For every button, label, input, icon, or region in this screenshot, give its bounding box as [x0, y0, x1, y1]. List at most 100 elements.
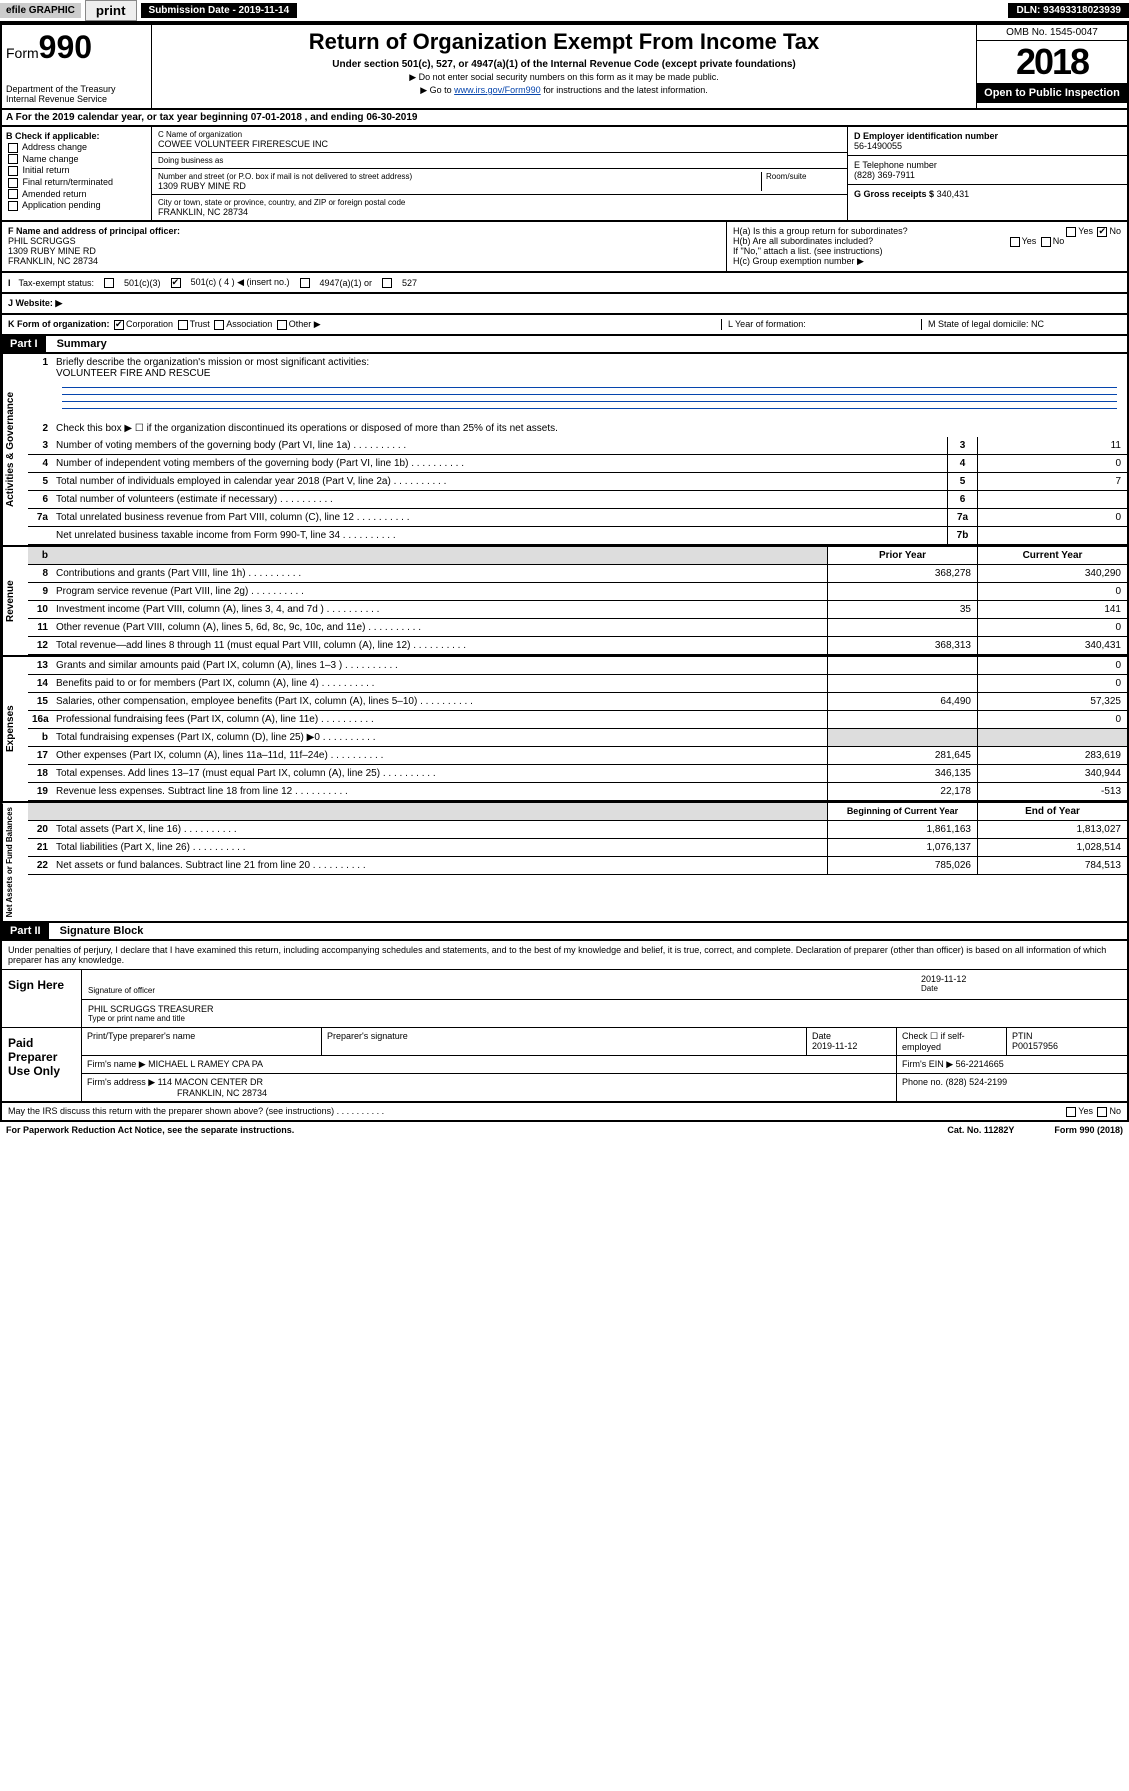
street-address: 1309 RUBY MINE RD	[158, 181, 761, 191]
tax-status-label: Tax-exempt status:	[19, 278, 95, 288]
tel-label: E Telephone number	[854, 160, 1121, 170]
form-ref: Form 990 (2018)	[1054, 1125, 1123, 1135]
hb-note: If "No," attach a list. (see instruction…	[733, 246, 1121, 256]
firm-phone-label: Phone no.	[902, 1077, 943, 1087]
officer-printed-label: Type or print name and title	[88, 1014, 1121, 1023]
room-label: Room/suite	[766, 172, 841, 181]
chk-amended[interactable]: Amended return	[6, 189, 147, 200]
website-label: J Website: ▶	[8, 298, 62, 308]
q1-text: Briefly describe the organization's miss…	[56, 357, 369, 368]
firm-addr: 114 MACON CENTER DR	[158, 1077, 263, 1087]
form-title: Return of Organization Exempt From Incom…	[160, 29, 968, 55]
prep-sig-label: Preparer's signature	[327, 1031, 801, 1041]
row-j: J Website: ▶	[0, 294, 1129, 315]
gross-label: G Gross receipts $	[854, 189, 934, 199]
officer-label: F Name and address of principal officer:	[8, 226, 180, 236]
chk-initial[interactable]: Initial return	[6, 165, 147, 176]
col-c: C Name of organization COWEE VOLUNTEER F…	[152, 127, 847, 220]
chk-name[interactable]: Name change	[6, 154, 147, 165]
ssn-note: ▶ Do not enter social security numbers o…	[160, 72, 968, 83]
sign-here: Sign Here	[2, 970, 82, 1027]
summary-revenue: Revenue b Prior Year Current Year 8Contr…	[0, 547, 1129, 657]
discuss-text: May the IRS discuss this return with the…	[8, 1106, 384, 1117]
part1-header: Part I Summary	[0, 336, 1129, 354]
dba-label: Doing business as	[158, 156, 841, 165]
chk-address[interactable]: Address change	[6, 142, 147, 153]
part2-title: Signature Block	[52, 925, 144, 937]
section-a: A For the 2019 calendar year, or tax yea…	[0, 110, 1129, 127]
chk-discuss-no[interactable]	[1097, 1107, 1107, 1117]
print-button[interactable]: print	[85, 0, 137, 21]
info-grid: B Check if applicable: Address change Na…	[0, 127, 1129, 222]
discuss-row: May the IRS discuss this return with the…	[0, 1103, 1129, 1122]
firm-ein-label: Firm's EIN ▶	[902, 1059, 953, 1069]
hb-row: H(b) Are all subordinates included? Yes …	[733, 236, 1121, 246]
chk-corp[interactable]	[114, 320, 124, 330]
form-990: 990	[39, 29, 92, 65]
prep-date: 2019-11-12	[812, 1041, 891, 1051]
part2-badge: Part II	[2, 923, 49, 939]
chk-final[interactable]: Final return/terminated	[6, 177, 147, 188]
part2-header: Part II Signature Block	[0, 923, 1129, 941]
goto-note: ▶ Go to www.irs.gov/Form990 for instruct…	[160, 85, 968, 96]
hc-row: H(c) Group exemption number ▶	[733, 256, 1121, 267]
chk-other[interactable]	[277, 320, 287, 330]
officer-addr1: 1309 RUBY MINE RD	[8, 246, 96, 256]
city-value: FRANKLIN, NC 28734	[158, 207, 841, 217]
officer-name: PHIL SCRUGGS	[8, 236, 76, 246]
ptin-label: PTIN	[1012, 1031, 1122, 1041]
cat-no: Cat. No. 11282Y	[947, 1125, 1014, 1135]
chk-501c3[interactable]	[104, 278, 114, 288]
org-name-label: C Name of organization	[158, 130, 841, 139]
side-net: Net Assets or Fund Balances	[2, 803, 28, 921]
addr-label: Number and street (or P.O. box if mail i…	[158, 172, 761, 181]
form-number: Form990	[6, 29, 147, 66]
state-domicile: M State of legal domicile: NC	[921, 319, 1121, 330]
summary-expenses: Expenses 13Grants and similar amounts pa…	[0, 657, 1129, 803]
col-b-title: B Check if applicable:	[6, 131, 147, 141]
form-subtitle: Under section 501(c), 527, or 4947(a)(1)…	[160, 59, 968, 70]
firm-name: MICHAEL L RAMEY CPA PA	[148, 1059, 263, 1069]
side-expenses: Expenses	[2, 657, 28, 801]
chk-527[interactable]	[382, 278, 392, 288]
irs-link[interactable]: www.irs.gov/Form990	[454, 85, 541, 95]
side-revenue: Revenue	[2, 547, 28, 655]
period-text: A For the 2019 calendar year, or tax yea…	[6, 112, 417, 123]
efile-label: efile GRAPHIC	[0, 3, 81, 18]
submission-date: Submission Date - 2019-11-14	[141, 3, 298, 18]
sig-officer-label: Signature of officer	[88, 986, 921, 995]
form-org-label: K Form of organization:	[8, 319, 110, 329]
chk-assoc[interactable]	[214, 320, 224, 330]
mission-text: VOLUNTEER FIRE AND RESCUE	[56, 368, 210, 379]
chk-4947[interactable]	[300, 278, 310, 288]
hdr-beg: Beginning of Current Year	[827, 803, 977, 820]
goto-pre: ▶ Go to	[420, 85, 454, 95]
chk-501c[interactable]	[171, 278, 181, 288]
officer-addr2: FRANKLIN, NC 28734	[8, 256, 98, 266]
prep-name-label: Print/Type preparer's name	[87, 1031, 316, 1041]
form-label: Form	[6, 45, 39, 61]
footer-line: For Paperwork Reduction Act Notice, see …	[0, 1122, 1129, 1138]
part1-badge: Part I	[2, 336, 46, 352]
firm-ein: 56-2214665	[956, 1059, 1004, 1069]
dept-treasury: Department of the Treasury	[6, 84, 147, 94]
irs-label: Internal Revenue Service	[6, 94, 147, 104]
ein-value: 56-1490055	[854, 141, 1121, 151]
open-public: Open to Public Inspection	[977, 83, 1127, 103]
form-header: Form990 Department of the Treasury Inter…	[0, 23, 1129, 110]
org-name: COWEE VOLUNTEER FIRERESCUE INC	[158, 139, 841, 149]
hdr-end: End of Year	[977, 803, 1127, 820]
prep-date-label: Date	[812, 1031, 891, 1041]
ein-label: D Employer identification number	[854, 131, 1121, 141]
row-fh: F Name and address of principal officer:…	[0, 222, 1129, 273]
ptin-value: P00157956	[1012, 1041, 1122, 1051]
omb-number: OMB No. 1545-0047	[977, 25, 1127, 41]
chk-discuss-yes[interactable]	[1066, 1107, 1076, 1117]
chk-trust[interactable]	[178, 320, 188, 330]
hdr-curr: Current Year	[977, 547, 1127, 564]
chk-app-pending[interactable]: Application pending	[6, 200, 147, 211]
part1-title: Summary	[49, 338, 107, 350]
city-label: City or town, state or province, country…	[158, 198, 841, 207]
signature-block: Under penalties of perjury, I declare th…	[0, 941, 1129, 1103]
tel-value: (828) 369-7911	[854, 170, 1121, 180]
